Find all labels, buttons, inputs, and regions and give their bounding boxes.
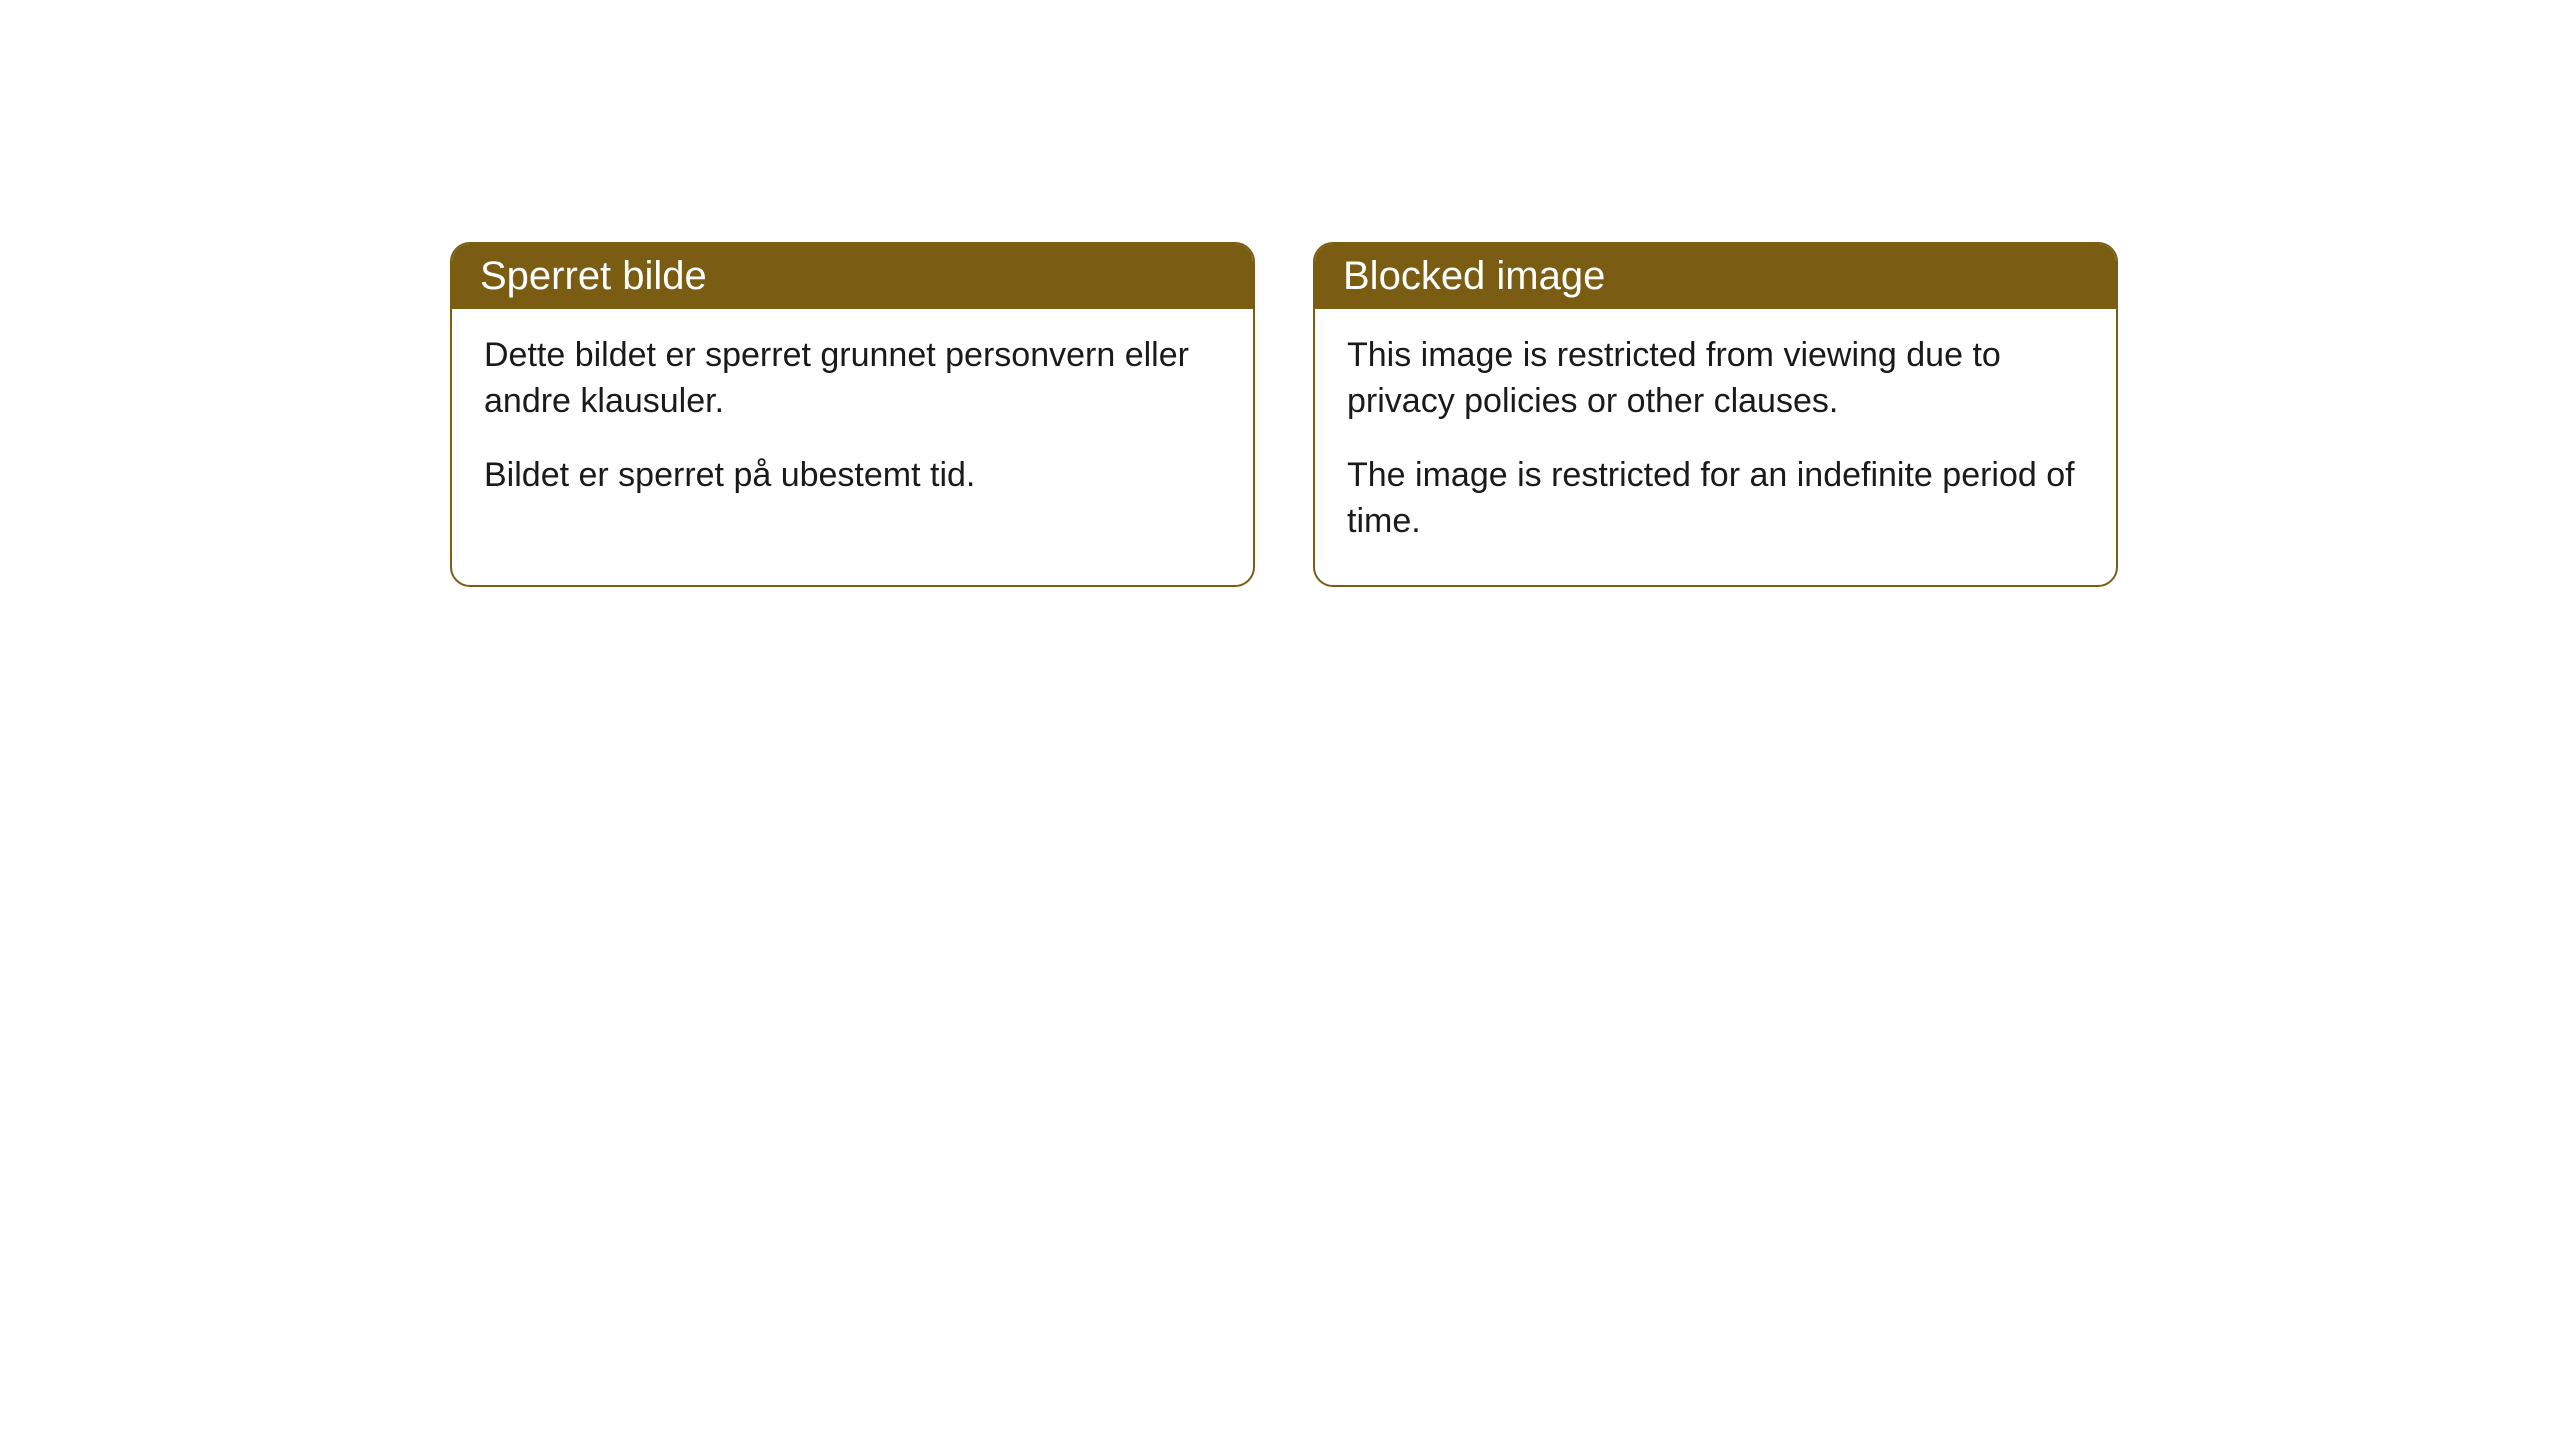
card-header: Blocked image	[1315, 244, 2116, 309]
card-title: Sperret bilde	[480, 254, 707, 298]
card-header: Sperret bilde	[452, 244, 1253, 309]
notice-card-norwegian: Sperret bilde Dette bildet er sperret gr…	[450, 242, 1255, 587]
card-paragraph: This image is restricted from viewing du…	[1347, 333, 2084, 425]
notice-card-english: Blocked image This image is restricted f…	[1313, 242, 2118, 587]
card-paragraph: The image is restricted for an indefinit…	[1347, 453, 2084, 545]
card-paragraph: Bildet er sperret på ubestemt tid.	[484, 453, 1221, 499]
card-body: This image is restricted from viewing du…	[1315, 309, 2116, 585]
card-paragraph: Dette bildet er sperret grunnet personve…	[484, 333, 1221, 425]
notice-cards-container: Sperret bilde Dette bildet er sperret gr…	[450, 242, 2118, 587]
card-body: Dette bildet er sperret grunnet personve…	[452, 309, 1253, 539]
card-title: Blocked image	[1343, 254, 1605, 298]
